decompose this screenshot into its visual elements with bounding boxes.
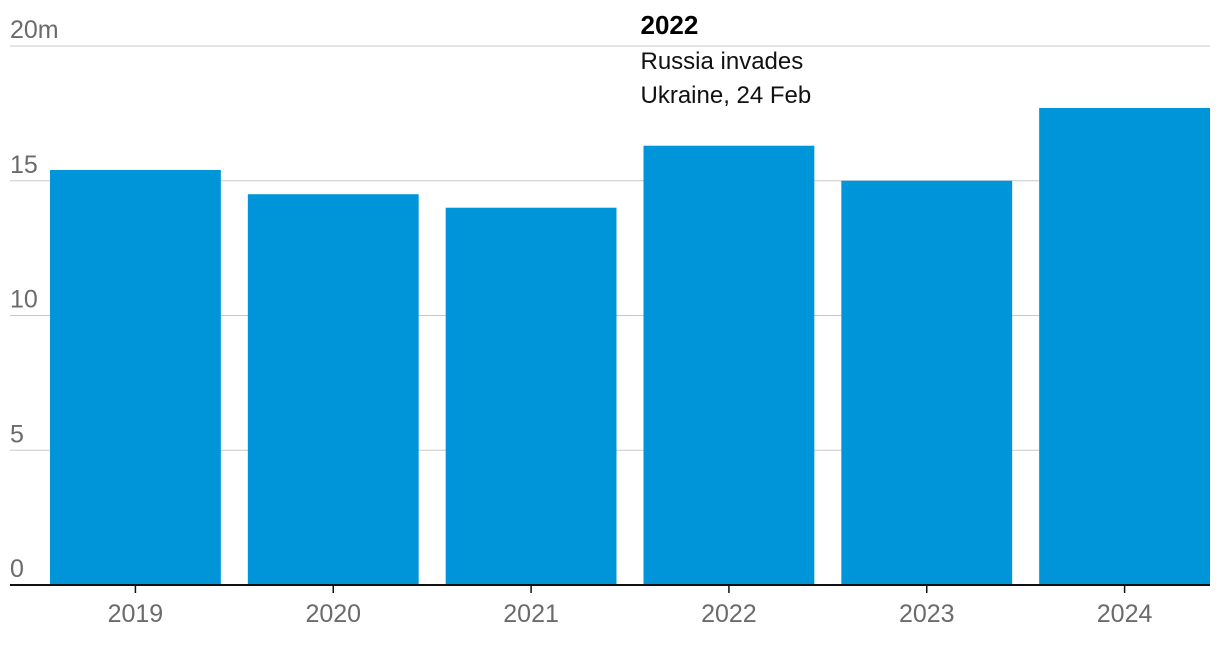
y-tick-label: 5	[10, 420, 24, 448]
x-tick-label: 2022	[701, 600, 757, 628]
y-tick-label: 0	[10, 555, 24, 583]
annotation-line: Ukraine, 24 Feb	[641, 82, 812, 109]
bars	[50, 107, 1210, 586]
annotation-line: Russia invades	[641, 48, 804, 75]
annotation-title: 2022	[641, 10, 699, 40]
y-axis-labels: 20m 15 10 5 0	[10, 16, 59, 583]
x-tick-label: 2024	[1097, 600, 1153, 628]
bar-2020	[247, 194, 419, 585]
annotation: 2022 Russia invades Ukraine, 24 Feb	[641, 10, 812, 109]
bar-2021	[445, 207, 617, 585]
bar-2023	[841, 180, 1013, 585]
x-tick-label: 2023	[899, 600, 955, 628]
x-tick-label: 2021	[503, 600, 559, 628]
x-tick-label: 2020	[305, 600, 361, 628]
y-tick-label: 20m	[10, 16, 59, 44]
x-tick-label: 2019	[108, 600, 164, 628]
y-tick-label: 10	[10, 286, 38, 314]
bar-2019	[50, 169, 221, 585]
bar-2022	[643, 145, 815, 585]
y-tick-label: 15	[10, 151, 38, 179]
bar-2024	[1039, 107, 1210, 586]
x-axis: 2019 2020 2021 2022 2023 2024	[108, 585, 1153, 628]
